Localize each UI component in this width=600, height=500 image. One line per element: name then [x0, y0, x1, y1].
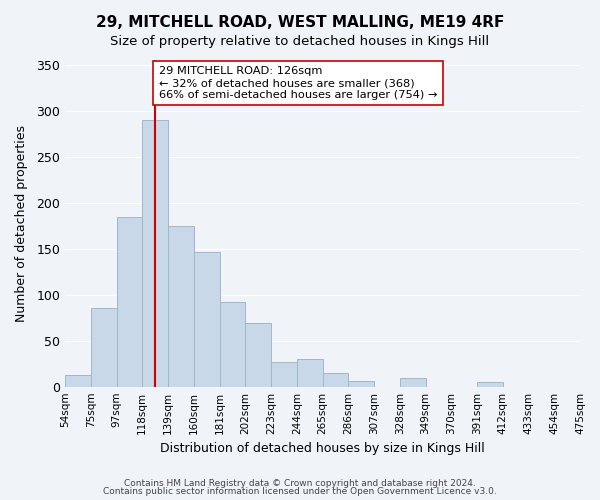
Text: Contains HM Land Registry data © Crown copyright and database right 2024.: Contains HM Land Registry data © Crown c… — [124, 478, 476, 488]
Bar — [323, 373, 348, 386]
Text: Contains public sector information licensed under the Open Government Licence v3: Contains public sector information licen… — [103, 487, 497, 496]
Bar — [348, 381, 374, 386]
Text: 29, MITCHELL ROAD, WEST MALLING, ME19 4RF: 29, MITCHELL ROAD, WEST MALLING, ME19 4R… — [96, 15, 504, 30]
Bar — [194, 252, 220, 386]
Bar — [400, 378, 425, 386]
Y-axis label: Number of detached properties: Number of detached properties — [15, 125, 28, 322]
Bar — [477, 382, 503, 386]
Bar — [65, 374, 91, 386]
Bar — [91, 308, 116, 386]
Bar — [116, 218, 142, 386]
Bar — [168, 226, 194, 386]
Text: 29 MITCHELL ROAD: 126sqm
← 32% of detached houses are smaller (368)
66% of semi-: 29 MITCHELL ROAD: 126sqm ← 32% of detach… — [159, 66, 437, 100]
Bar — [142, 120, 168, 386]
Text: Size of property relative to detached houses in Kings Hill: Size of property relative to detached ho… — [110, 35, 490, 48]
Bar — [220, 302, 245, 386]
X-axis label: Distribution of detached houses by size in Kings Hill: Distribution of detached houses by size … — [160, 442, 485, 455]
Bar — [245, 323, 271, 386]
Bar — [271, 362, 297, 386]
Bar — [297, 359, 323, 386]
